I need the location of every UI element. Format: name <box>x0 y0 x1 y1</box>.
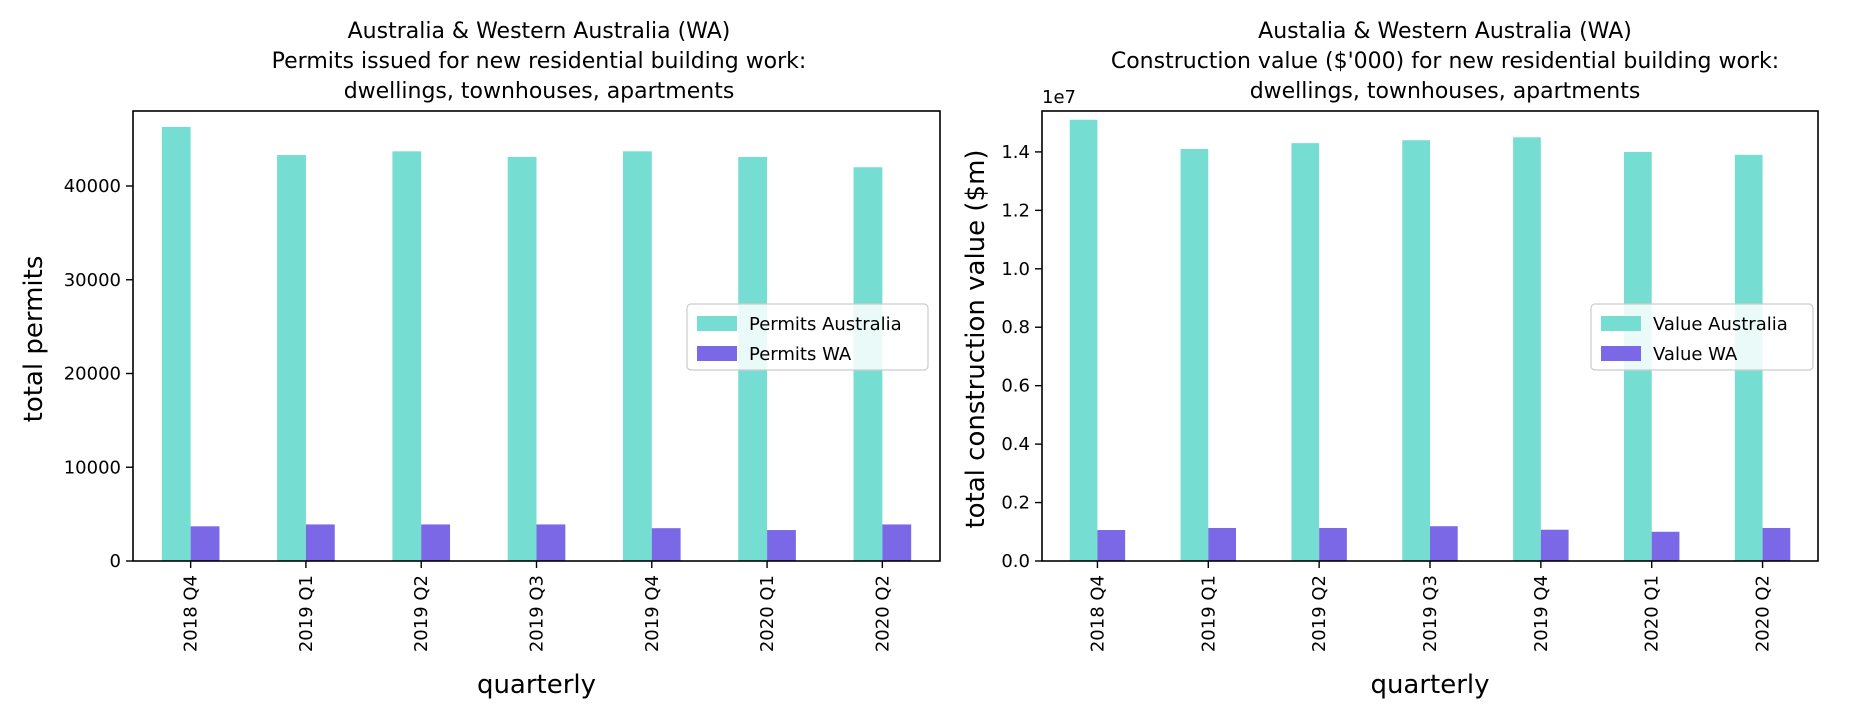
bar-value-australia-2018-q4 <box>1069 119 1098 562</box>
legend-label: Permits WA <box>749 344 852 365</box>
bar-permits-wa-2018-q4 <box>190 526 220 561</box>
x-tick-label: 2019 Q3 <box>1420 575 1441 652</box>
y-tick-label: 40000 <box>64 176 121 197</box>
bar-permits-australia-2019-q2 <box>392 151 422 561</box>
chart-title-line: dwellings, townhouses, apartments <box>344 79 735 104</box>
legend-label: Value Australia <box>1653 314 1788 335</box>
legend: Permits Australia Permits WA <box>686 303 929 371</box>
x-tick-label: 2020 Q1 <box>757 575 778 652</box>
legend-box <box>686 303 929 371</box>
chart-2: Austalia & Western Australia (WA) Constru… <box>961 19 1819 700</box>
y-tick-label: 0.0 <box>1001 551 1030 572</box>
y-tick-label: 0.8 <box>1001 317 1030 338</box>
bar-value-australia-2019-q1 <box>1180 148 1209 562</box>
bar-value-wa-2018-q4 <box>1097 530 1126 561</box>
bar-permits-australia-2019-q3 <box>507 156 537 561</box>
bar-permits-australia-2019-q4 <box>622 151 652 561</box>
legend: Value Australia Value WA <box>1590 303 1814 371</box>
bar-value-wa-2019-q4 <box>1540 529 1569 561</box>
bar-value-australia-2019-q2 <box>1291 143 1320 561</box>
bar-value-australia-2019-q4 <box>1513 137 1541 562</box>
chart-title-line: Construction value ($'000) for new resid… <box>1111 49 1779 74</box>
chart-title-line: dwellings, townhouses, apartments <box>1250 79 1641 104</box>
bar-permits-wa-2019-q4 <box>651 528 681 561</box>
x-tick-label: 2019 Q4 <box>1531 575 1552 652</box>
x-tick-label: 2019 Q1 <box>296 575 317 652</box>
y-tick-label: 0 <box>110 551 121 572</box>
chart-title-line: Australia & Western Australia (WA) <box>348 19 731 44</box>
legend-label: Permits Australia <box>749 314 902 335</box>
y-axis-label: total permits <box>19 256 49 423</box>
legend-box <box>1590 303 1814 371</box>
chart-title-line: Austalia & Western Australia (WA) <box>1258 19 1632 44</box>
y-tick-label: 10000 <box>64 457 121 478</box>
y-tick-label: 1.4 <box>1001 142 1030 163</box>
bar-value-australia-2019-q3 <box>1402 140 1430 561</box>
y-tick-label: 30000 <box>64 270 121 291</box>
bar-permits-wa-2020-q1 <box>767 530 796 561</box>
bar-permits-australia-2018-q4 <box>161 126 191 561</box>
y-tick-label: 1.0 <box>1001 259 1030 280</box>
x-tick-label: 2019 Q2 <box>411 575 432 652</box>
chart-1: Australia & Western Australia (WA) Permit… <box>19 19 941 700</box>
x-tick-label: 2019 Q3 <box>527 575 548 652</box>
legend-swatch <box>1601 346 1641 361</box>
x-axis-label: quarterly <box>1370 670 1489 700</box>
x-tick-label: 2020 Q2 <box>872 575 893 652</box>
x-tick-label: 2019 Q2 <box>1309 575 1330 652</box>
legend-swatch <box>697 346 737 361</box>
legend-swatch <box>1601 316 1641 331</box>
bar-permits-australia-2019-q1 <box>277 155 306 561</box>
bar-permits-wa-2019-q2 <box>421 524 451 561</box>
y-tick-label: 0.2 <box>1001 493 1030 514</box>
bar-value-wa-2020-q1 <box>1651 531 1680 561</box>
x-tick-label: 2020 Q1 <box>1642 575 1663 652</box>
x-tick-label: 2018 Q4 <box>181 575 202 652</box>
x-axis-label: quarterly <box>477 670 596 700</box>
bar-permits-wa-2019-q3 <box>536 524 566 561</box>
bar-permits-wa-2019-q1 <box>305 524 335 561</box>
y-tick-label: 1.2 <box>1001 200 1030 221</box>
x-tick-label: 2019 Q4 <box>642 575 663 652</box>
bar-value-wa-2019-q2 <box>1319 527 1347 561</box>
legend-swatch <box>697 316 737 331</box>
bar-value-wa-2019-q1 <box>1208 527 1236 561</box>
y-tick-label: 0.6 <box>1001 376 1030 397</box>
x-tick-label: 2019 Q1 <box>1198 575 1219 652</box>
y-axis-label: total construction value ($m) <box>961 149 991 528</box>
y-tick-label: 0.4 <box>1001 434 1030 455</box>
bar-value-wa-2020-q2 <box>1762 527 1791 561</box>
bar-permits-wa-2020-q2 <box>882 524 912 561</box>
legend-label: Value WA <box>1653 344 1738 365</box>
bar-value-wa-2019-q3 <box>1430 526 1458 561</box>
y-tick-label: 20000 <box>64 364 121 385</box>
y-offset-label: 1e7 <box>1042 87 1076 108</box>
x-tick-label: 2018 Q4 <box>1087 575 1108 652</box>
chart-title-line: Permits issued for new residential build… <box>272 49 807 74</box>
x-tick-label: 2020 Q2 <box>1753 575 1774 652</box>
